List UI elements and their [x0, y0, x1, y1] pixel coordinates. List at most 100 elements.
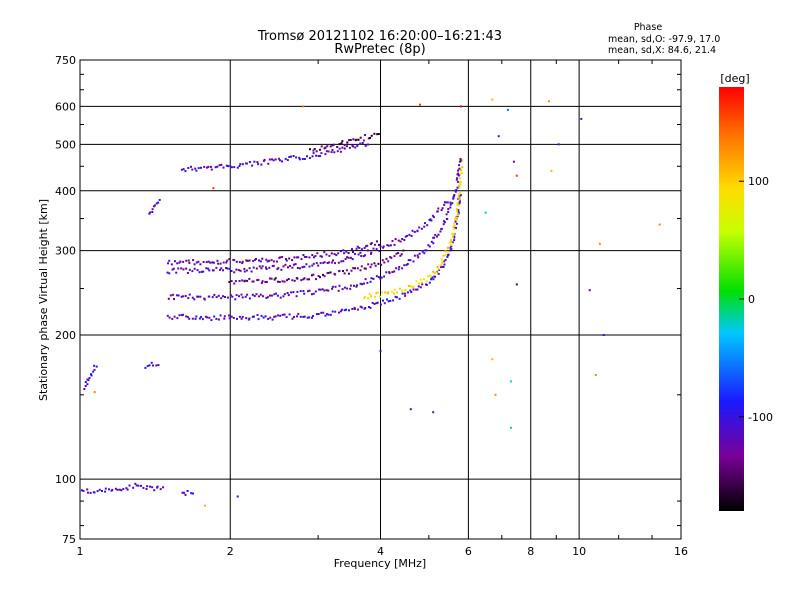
data-point — [458, 164, 461, 167]
data-point — [453, 194, 456, 196]
data-point — [203, 165, 206, 168]
data-point — [319, 288, 322, 291]
data-point — [370, 263, 373, 266]
data-point — [220, 163, 223, 166]
data-point — [185, 267, 188, 270]
data-point — [363, 282, 365, 285]
data-point — [251, 280, 254, 283]
data-point — [195, 315, 198, 318]
data-point — [506, 108, 509, 111]
data-point — [246, 279, 249, 282]
data-point — [421, 281, 423, 284]
data-point — [392, 299, 395, 302]
data-point — [281, 280, 284, 283]
data-point — [420, 227, 423, 230]
data-point — [186, 272, 189, 274]
data-point — [315, 278, 317, 281]
data-point — [293, 279, 296, 282]
data-point — [353, 284, 355, 287]
data-point — [257, 163, 260, 166]
data-point — [283, 293, 286, 296]
data-point — [322, 273, 324, 276]
data-point — [430, 219, 433, 222]
data-point — [394, 238, 397, 241]
data-point — [437, 207, 440, 210]
data-point — [449, 206, 452, 209]
data-point — [140, 484, 142, 487]
data-point — [207, 260, 210, 263]
data-point — [454, 190, 457, 193]
data-point — [330, 252, 333, 255]
data-point — [404, 289, 407, 291]
data-point — [347, 252, 350, 254]
data-point — [200, 270, 203, 273]
data-point — [234, 280, 237, 283]
data-point — [338, 147, 341, 150]
data-point — [305, 256, 308, 258]
data-point — [359, 282, 362, 285]
data-point — [415, 280, 418, 283]
data-point — [397, 252, 400, 254]
data-point — [352, 138, 355, 141]
data-point — [387, 244, 390, 247]
data-point — [457, 204, 460, 207]
data-point — [215, 296, 218, 299]
data-point — [459, 158, 462, 160]
data-point — [191, 168, 194, 171]
data-point — [440, 209, 443, 212]
data-point — [234, 298, 237, 301]
data-point — [209, 261, 212, 264]
data-point — [374, 295, 376, 298]
data-point — [515, 174, 518, 177]
data-point — [194, 317, 197, 320]
data-point — [349, 256, 352, 259]
data-point — [491, 98, 494, 101]
data-point — [321, 288, 324, 291]
data-point — [360, 248, 363, 251]
data-point — [245, 259, 248, 262]
data-point — [302, 105, 305, 108]
data-point — [403, 239, 406, 241]
data-point — [428, 274, 431, 277]
data-point — [436, 210, 439, 213]
data-point — [184, 170, 187, 173]
data-point — [233, 282, 236, 285]
data-point — [334, 310, 337, 313]
data-point — [239, 163, 242, 166]
data-point — [255, 258, 257, 260]
data-point — [157, 201, 160, 204]
data-point — [491, 358, 494, 361]
data-point — [320, 145, 323, 148]
data-point — [284, 263, 287, 266]
data-point — [202, 270, 205, 273]
data-point — [413, 254, 416, 257]
data-point — [457, 196, 460, 199]
data-point — [308, 289, 311, 292]
data-point — [157, 364, 160, 366]
data-point — [291, 266, 294, 269]
data-point — [291, 317, 294, 320]
data-point — [381, 259, 384, 262]
data-point — [156, 485, 159, 488]
data-point — [267, 162, 270, 165]
data-point — [244, 295, 247, 298]
data-point — [285, 258, 287, 261]
data-point — [260, 314, 263, 317]
stats-line-x: mean, sd,X: 84.6, 21.4 — [608, 45, 716, 56]
data-point — [360, 306, 363, 309]
data-point — [199, 263, 202, 266]
data-point — [360, 255, 363, 257]
data-point — [162, 486, 165, 489]
data-point — [317, 313, 320, 315]
data-point — [439, 264, 442, 267]
data-point — [379, 245, 382, 248]
data-point — [458, 198, 461, 201]
data-point — [334, 285, 337, 288]
data-point — [187, 297, 190, 300]
data-point — [418, 252, 421, 255]
data-point — [299, 315, 302, 318]
data-point — [267, 317, 270, 320]
data-point — [457, 211, 460, 214]
data-point — [365, 245, 368, 248]
y-axis-ticks: 75 100 200 300 400 500 600 750 — [55, 54, 681, 546]
